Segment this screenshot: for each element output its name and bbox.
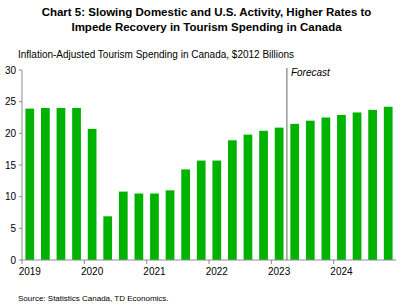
bar — [244, 135, 253, 260]
y-axis — [22, 70, 23, 260]
y-tick-label: 25 — [5, 96, 17, 107]
bar — [41, 108, 50, 260]
bar — [384, 107, 393, 260]
x-tick-label: 2019 — [19, 266, 42, 277]
bar — [322, 118, 331, 261]
bar — [337, 115, 346, 260]
x-tick — [22, 260, 23, 264]
bar — [25, 109, 34, 260]
bar — [275, 128, 284, 260]
x-tick — [146, 260, 147, 264]
bar — [181, 169, 190, 260]
x-tick — [84, 260, 85, 264]
subtitle: Inflation-Adjusted Tourism Spending in C… — [18, 49, 294, 60]
bar — [368, 110, 377, 260]
y-tick-label: 5 — [10, 223, 16, 234]
annotation-line — [286, 68, 287, 260]
bar — [103, 216, 112, 260]
bar — [135, 194, 144, 261]
x-tick — [209, 260, 210, 264]
x-tick — [271, 260, 272, 264]
bars — [25, 107, 392, 260]
x-tick-label: 2021 — [143, 266, 166, 277]
chart: Chart 5: Slowing Domestic and U.S. Activ… — [0, 0, 413, 308]
bar — [57, 108, 66, 260]
bar — [228, 140, 237, 260]
bar — [259, 131, 268, 260]
bar — [88, 129, 97, 260]
y-tick-label: 0 — [10, 255, 16, 266]
bar — [72, 108, 81, 260]
bar — [150, 194, 159, 261]
y-tick-label: 30 — [5, 65, 17, 76]
x-tick — [333, 260, 334, 264]
source: Source: Statistics Canada, TD Economics. — [18, 294, 169, 303]
x-tick-label: 2024 — [330, 266, 353, 277]
y-tick-label: 20 — [5, 128, 17, 139]
bar — [290, 124, 299, 260]
bar — [306, 121, 315, 260]
bar — [197, 161, 206, 260]
bar — [166, 190, 175, 260]
title: Chart 5: Slowing Domestic and U.S. Activ… — [42, 6, 372, 33]
y-tick-label: 10 — [5, 191, 17, 202]
bar — [212, 161, 221, 260]
y-tick-label: 15 — [5, 160, 17, 171]
annotation: Forecast — [291, 67, 331, 78]
x-tick-label: 2020 — [81, 266, 104, 277]
bar — [119, 192, 128, 260]
x-tick-label: 2023 — [268, 266, 291, 277]
x-tick-label: 2022 — [206, 266, 229, 277]
bar — [353, 112, 362, 260]
